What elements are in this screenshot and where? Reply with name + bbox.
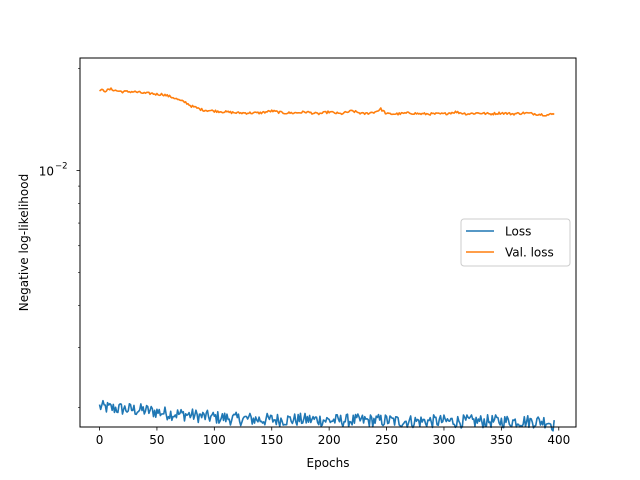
x-axis-label: Epochs (307, 456, 350, 470)
series-line-loss (98, 399, 555, 432)
x-tick-label: 400 (547, 433, 570, 447)
legend-label-val-loss: Val. loss (505, 246, 554, 260)
series-line-val-loss (99, 87, 555, 117)
x-tick-label: 200 (318, 433, 341, 447)
axes-frame (79, 57, 577, 428)
axis-ticks: 0 50 100 150 200 250 300 350 400 10 −2 (39, 68, 570, 447)
plot-area (98, 87, 555, 432)
legend-label-loss: Loss (505, 225, 531, 239)
y-axis-label: Negative log-likelihood (17, 174, 31, 311)
y-tick-label-exponent: −2 (55, 162, 68, 172)
x-tick-label: 150 (260, 433, 283, 447)
x-tick-label: 100 (203, 433, 226, 447)
y-tick-label: 10 (39, 165, 54, 179)
x-tick-label: 50 (149, 433, 164, 447)
legend: Loss Val. loss (460, 218, 571, 267)
x-tick-label: 250 (375, 433, 398, 447)
x-tick-label: 300 (433, 433, 456, 447)
x-tick-label: 0 (96, 433, 104, 447)
x-tick-label: 350 (490, 433, 513, 447)
